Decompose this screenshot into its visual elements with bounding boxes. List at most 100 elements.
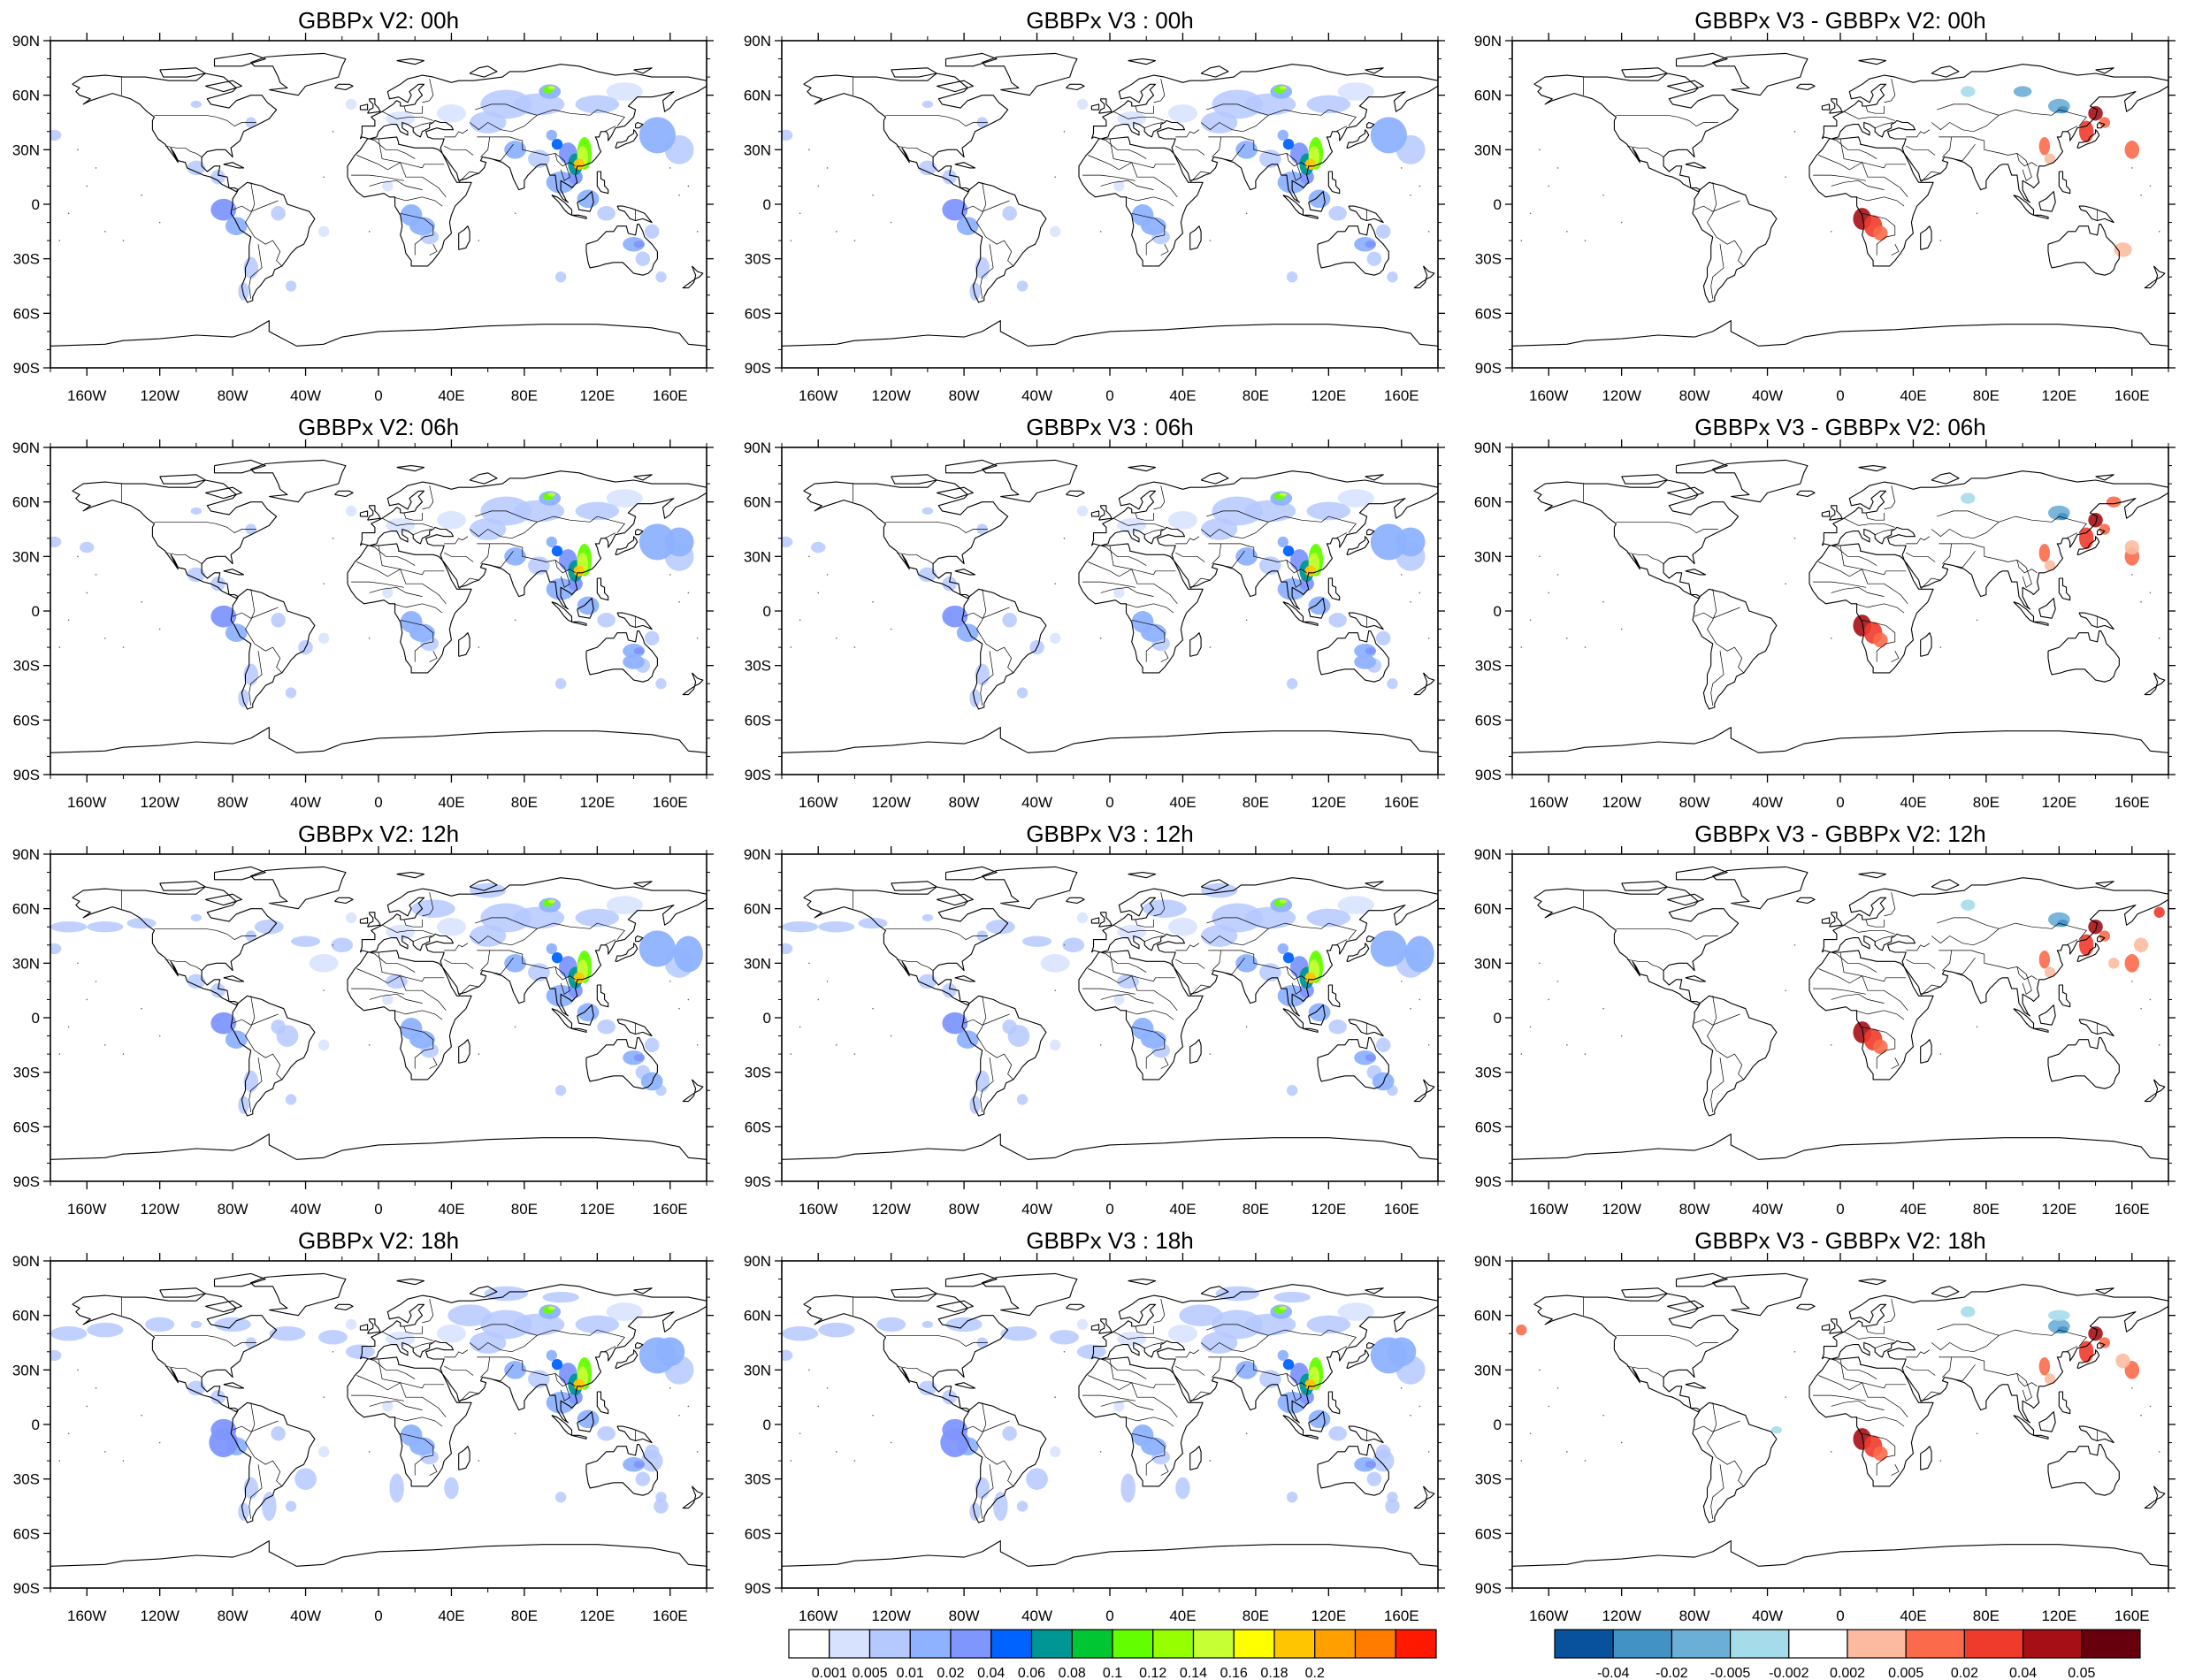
speck [1976,1026,1978,1028]
speck [368,638,371,639]
coastline [937,486,974,500]
speck [799,619,801,622]
lat-label: 90S [1475,360,1502,377]
emission-patch [1375,630,1391,646]
coastline [782,1540,1438,1567]
country-border [413,935,432,943]
country-border [1884,1299,1896,1324]
coastlines [50,52,707,347]
coastline [2033,621,2049,626]
lon-label: 120E [1311,387,1346,404]
country-border [1135,1325,1154,1334]
emission-patch [409,217,435,235]
emission-patch [271,1426,286,1441]
speck [1602,1007,1604,1010]
emission-patch [606,896,643,914]
emission-patch [238,282,249,301]
coastline [1621,881,1668,891]
country-border [1286,966,1302,995]
country-border [413,529,432,536]
country-border [400,619,434,662]
emission-patch [1279,493,1287,497]
difference-patch [2088,920,2103,935]
emission-patch [597,1426,616,1441]
emission-patch [1117,518,1147,533]
emission-patch [942,198,968,221]
emission-patch [382,1401,394,1412]
country-border [429,651,438,662]
emission-patch [1286,678,1298,690]
lat-label: 30S [13,1065,40,1081]
emission-patch [1002,206,1017,221]
colorbar-label: 0.02 [1951,1666,1978,1680]
coastline [2076,129,2100,149]
emission-patch [238,1502,249,1521]
emission-patch [382,180,394,192]
coastline [1098,1318,1113,1334]
country-border [1153,892,1166,917]
coastline [1858,58,1887,65]
lon-label: 120E [1311,1201,1346,1218]
country-border [1953,1363,1976,1382]
country-border [554,153,570,181]
coastline [1685,569,1707,576]
lon-label: 80E [511,1201,538,1218]
emission-patch [345,98,357,111]
speck [332,537,334,539]
country-border [1951,543,2038,574]
lon-label: 40W [290,1607,321,1624]
lon-label: 80E [511,794,538,811]
coastline [2076,536,2100,555]
speck [1400,167,1403,169]
emission-patch [238,689,249,707]
coastline [782,320,1438,347]
lon-label: 80E [1973,1201,2000,1218]
emission-patch [79,541,95,554]
emission-patch [655,678,667,690]
coastline [2078,612,2114,630]
coastline [1303,1027,1319,1033]
coastline [615,1349,639,1369]
lon-label: 120E [579,794,615,811]
country-border [963,607,1010,619]
coastline [458,1039,470,1064]
country-border [2016,153,2032,181]
lon-label: 80W [1679,794,1710,811]
country-border [393,603,443,614]
coastline [159,474,206,485]
speck [790,1053,792,1055]
colorbar-box [2081,1629,2141,1659]
country-border [444,145,474,156]
lat-label: 60S [13,712,40,729]
emission-patch [1404,935,1434,973]
country-border [1931,109,2087,133]
emission-patch [644,1037,660,1053]
country-border [1875,935,1893,943]
speck [122,646,125,648]
country-border [245,996,283,1081]
speck [2140,194,2142,196]
lon-label: 40E [438,1201,464,1218]
coastline [1667,80,1704,93]
coastline [1303,214,1319,219]
coastline [1667,486,1704,500]
country-border [369,586,423,597]
emission-patch [575,908,620,928]
country-border [249,1058,263,1112]
speck [122,240,125,241]
country-border [393,1417,443,1427]
emission-patch [238,1096,249,1114]
emission-patch [331,937,354,953]
coastline [982,459,1078,503]
coastline [1808,1356,1934,1487]
emission-patch [1286,271,1298,283]
emission-patch [1277,536,1288,548]
lat-label: 60S [13,1119,40,1135]
difference-patch [2106,496,2122,508]
speck [1602,194,1604,196]
country-border [1694,1420,1740,1432]
coastline [1685,975,1707,982]
emission-patch [209,1428,239,1457]
country-border [1839,138,1908,198]
